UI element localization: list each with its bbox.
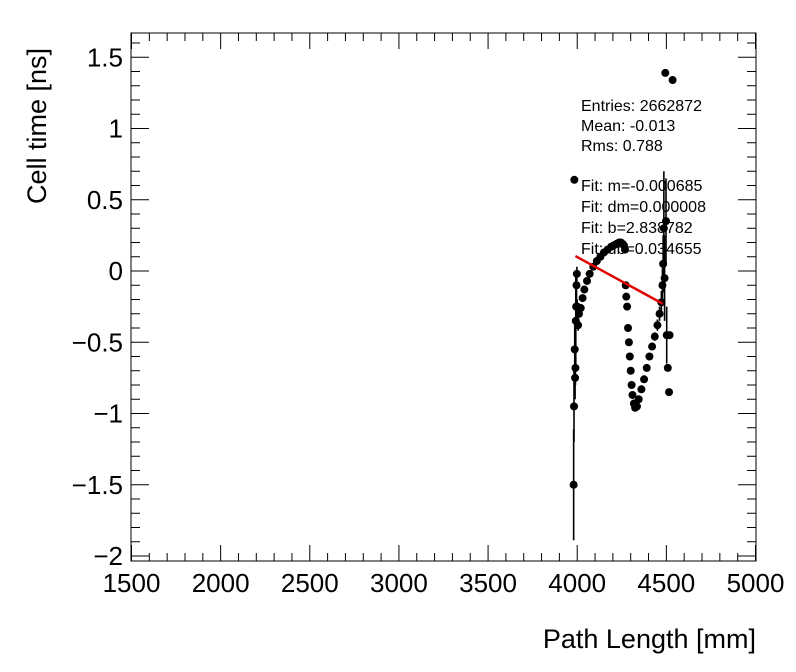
data-point: [572, 281, 581, 290]
y-axis-title: Cell time [ns]: [22, 48, 52, 204]
y-tick-labels: 1.5 1 0.5 0 −0.5 −1 −1.5 −2: [72, 42, 123, 571]
data-point: [659, 259, 668, 268]
data-point: [620, 245, 629, 254]
x-tick-label: 1500: [103, 568, 161, 598]
data-point: [571, 363, 580, 372]
data-point: [648, 342, 657, 351]
data-point: [578, 294, 587, 303]
data-point: [642, 363, 651, 372]
data-point: [640, 375, 649, 384]
stats-fit-m: Fit: m=-0.000685: [581, 178, 703, 195]
data-point: [653, 321, 662, 330]
data-point: [569, 480, 578, 489]
data-point: [668, 76, 677, 85]
data-point: [623, 302, 632, 311]
data-point: [624, 324, 633, 332]
data-point: [583, 276, 592, 285]
x-tick-label: 2000: [192, 568, 250, 598]
y-tick-label: 1: [109, 114, 123, 144]
data-point: [628, 390, 637, 399]
y-tick-label: −1: [93, 399, 123, 429]
fit-line-segment: [574, 254, 664, 305]
data-point: [570, 402, 579, 411]
y-tick-label: −0.5: [72, 327, 123, 357]
data-point: [572, 269, 581, 278]
y-tick-label: 0.5: [87, 185, 123, 215]
data-point: [571, 373, 580, 382]
stats-rms: Rms: 0.788: [581, 138, 663, 155]
data-point: [570, 175, 579, 184]
data-point: [663, 363, 672, 372]
axis-ticks: [131, 33, 756, 561]
data-point: [645, 352, 654, 361]
fit-line: [574, 254, 664, 305]
data-point: [660, 274, 669, 283]
data-point: [665, 388, 674, 397]
y-tick-label: 0: [109, 256, 123, 286]
data-point: [662, 217, 671, 226]
data-point: [634, 395, 643, 404]
data-point: [625, 352, 634, 361]
stats-fit-b: Fit: b=2.838782: [581, 220, 693, 237]
data-point: [665, 331, 674, 340]
data-point: [574, 321, 583, 330]
data-point: [576, 304, 585, 313]
x-tick-label: 5000: [727, 568, 785, 598]
stats-mean: Mean: -0.013: [581, 118, 675, 135]
data-points: [569, 68, 677, 489]
data-point: [661, 68, 670, 77]
x-tick-labels: 1500 2000 2500 3000 3500 4000 4500 5000: [103, 568, 785, 598]
data-point: [659, 224, 668, 233]
x-tick-label: 3500: [459, 568, 517, 598]
data-point: [622, 292, 631, 301]
data-point: [650, 332, 659, 341]
y-tick-label: 1.5: [87, 42, 123, 72]
y-tick-label: −2: [93, 541, 123, 571]
data-point: [627, 381, 636, 389]
data-point: [580, 285, 589, 294]
x-tick-label: 2500: [281, 568, 339, 598]
data-point: [624, 338, 633, 347]
data-point: [632, 402, 641, 411]
data-point: [655, 309, 664, 318]
data-point: [626, 366, 635, 375]
stats-box: Entries: 2662872 Mean: -0.013 Rms: 0.788…: [581, 98, 706, 258]
stats-entries: Entries: 2662872: [581, 98, 702, 115]
stats-fit-dm: Fit: dm=0.000008: [581, 199, 706, 216]
plot-frame: [130, 32, 757, 562]
y-tick-label: −1.5: [72, 470, 123, 500]
data-point: [570, 345, 579, 354]
x-tick-label: 4500: [637, 568, 695, 598]
x-axis-title: Path Length [mm]: [543, 624, 756, 654]
data-point: [637, 385, 646, 394]
stats-fit-db: Fit: db=0.034655: [581, 241, 702, 258]
data-point: [658, 281, 667, 290]
x-tick-label: 4000: [548, 568, 606, 598]
data-point: [585, 269, 594, 278]
x-tick-label: 3000: [370, 568, 428, 598]
